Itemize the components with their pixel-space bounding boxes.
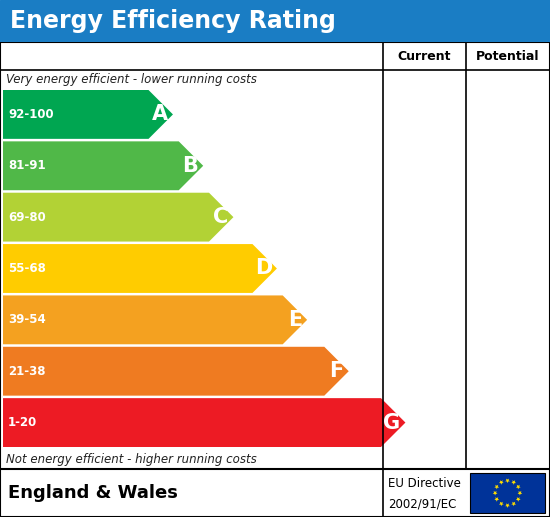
Polygon shape <box>512 501 516 506</box>
Text: 1-20: 1-20 <box>8 416 37 429</box>
Text: 69-80: 69-80 <box>8 210 46 224</box>
Polygon shape <box>516 485 521 489</box>
Text: 92-100: 92-100 <box>8 108 54 121</box>
Polygon shape <box>505 504 510 508</box>
Polygon shape <box>505 479 510 483</box>
Polygon shape <box>499 501 504 506</box>
Text: England & Wales: England & Wales <box>8 484 178 502</box>
Polygon shape <box>512 480 516 485</box>
Text: 55-68: 55-68 <box>8 262 46 275</box>
Text: A: A <box>152 104 168 125</box>
Text: Potential: Potential <box>476 50 540 63</box>
Text: G: G <box>383 413 400 433</box>
Text: Current: Current <box>398 50 451 63</box>
Text: D: D <box>255 258 272 279</box>
Text: 81-91: 81-91 <box>8 159 46 172</box>
Polygon shape <box>516 497 521 501</box>
Text: B: B <box>182 156 198 176</box>
Text: 39-54: 39-54 <box>8 313 46 326</box>
Text: Very energy efficient - lower running costs: Very energy efficient - lower running co… <box>6 73 257 86</box>
Polygon shape <box>3 141 203 190</box>
Polygon shape <box>3 244 277 293</box>
Polygon shape <box>3 193 233 241</box>
Polygon shape <box>3 295 307 344</box>
Text: 21-38: 21-38 <box>8 364 46 378</box>
Polygon shape <box>499 480 504 485</box>
Bar <box>470 473 545 513</box>
Polygon shape <box>493 491 498 495</box>
Polygon shape <box>3 90 173 139</box>
Text: 2002/91/EC: 2002/91/EC <box>388 497 456 510</box>
Polygon shape <box>3 398 405 447</box>
Polygon shape <box>518 491 522 495</box>
Text: F: F <box>329 361 344 381</box>
Text: Energy Efficiency Rating: Energy Efficiency Rating <box>10 9 335 33</box>
Text: C: C <box>213 207 228 227</box>
Polygon shape <box>3 347 349 396</box>
Polygon shape <box>494 497 499 501</box>
Text: Not energy efficient - higher running costs: Not energy efficient - higher running co… <box>6 452 257 465</box>
Text: EU Directive: EU Directive <box>388 477 461 490</box>
Polygon shape <box>494 485 499 489</box>
Text: E: E <box>288 310 302 330</box>
